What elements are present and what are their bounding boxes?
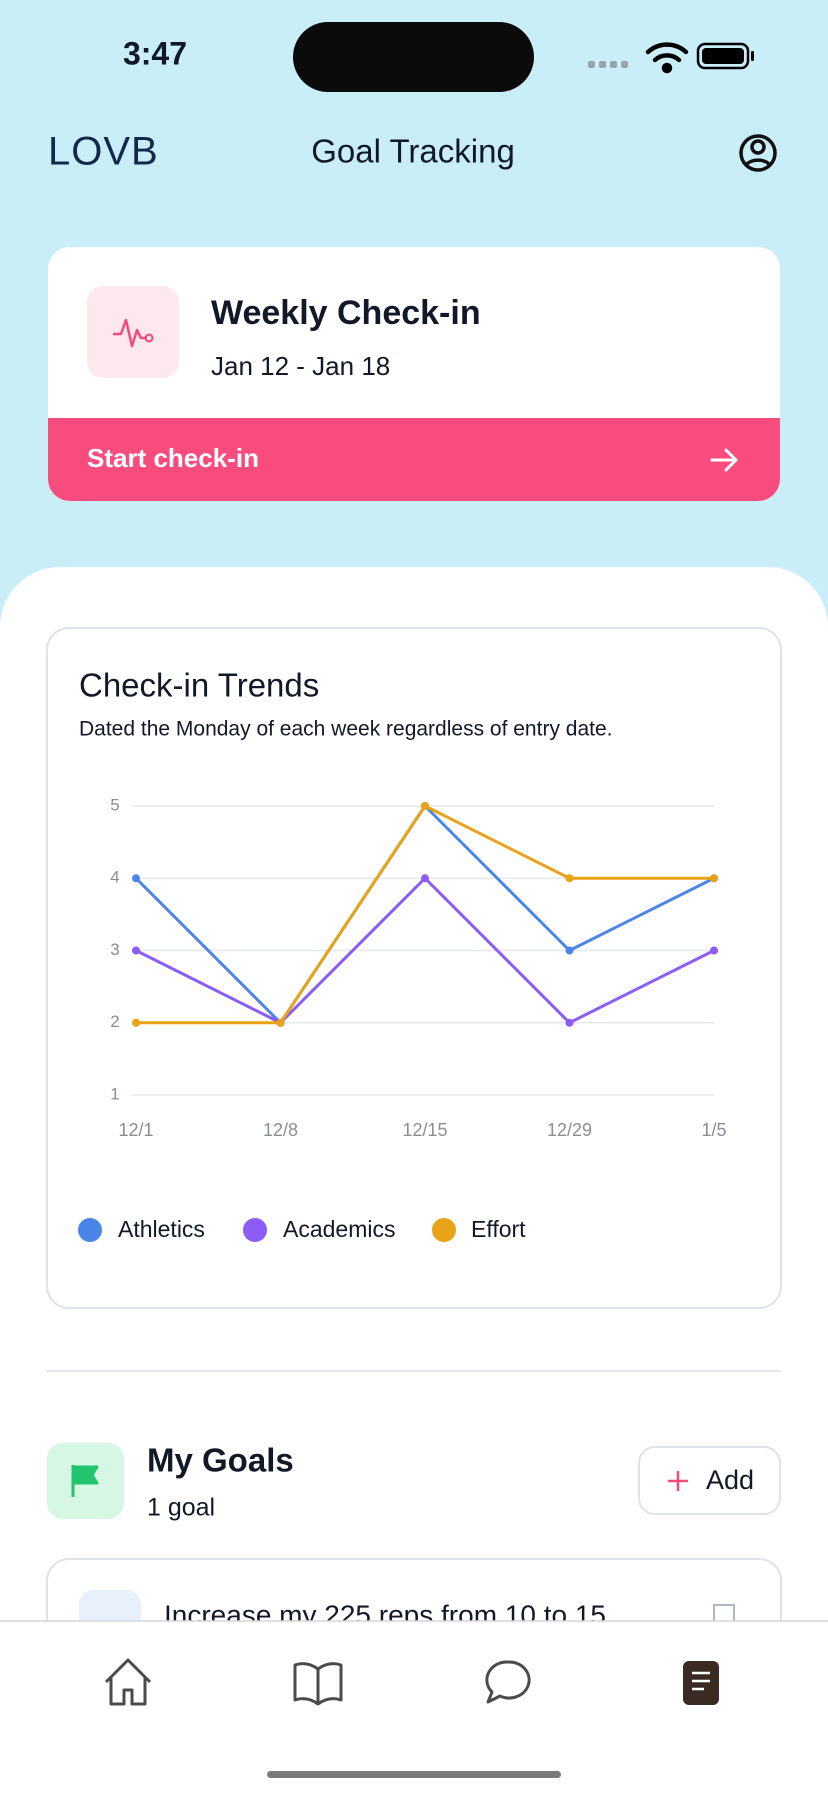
chart-title: Check-in Trends <box>79 667 319 704</box>
battery-icon <box>696 42 754 70</box>
y-tick-label: 1 <box>110 1084 119 1103</box>
legend-label: Athletics <box>118 1216 205 1242</box>
button-label: Start check-in <box>87 443 259 473</box>
nav-chat[interactable] <box>485 1660 531 1704</box>
legend-swatch <box>243 1218 267 1242</box>
card-title: Weekly Check-in <box>211 294 481 332</box>
y-tick-label: 2 <box>110 1012 119 1031</box>
start-checkin-button[interactable]: Start check-in <box>48 418 780 501</box>
x-tick-label: 12/29 <box>547 1120 592 1140</box>
nav-bar <box>0 1621 828 1795</box>
chart-card <box>46 627 782 1309</box>
logo: LOVB <box>48 130 159 174</box>
x-tick-label: 12/15 <box>402 1120 447 1140</box>
nav-learn[interactable] <box>293 1662 343 1706</box>
data-point <box>276 1018 285 1027</box>
nav-goals[interactable] <box>683 1661 719 1705</box>
data-point <box>710 874 718 883</box>
add-label: Add <box>706 1465 754 1495</box>
profile-button[interactable] <box>739 134 777 172</box>
card-dates: Jan 12 - Jan 18 <box>211 351 390 381</box>
goals-count: 1 goal <box>147 1494 215 1522</box>
nav-home[interactable] <box>104 1658 152 1706</box>
data-point <box>710 946 718 955</box>
add-goal-button[interactable]: Add <box>638 1446 781 1515</box>
status-time: 3:47 <box>123 35 187 71</box>
y-tick-label: 3 <box>110 940 119 959</box>
dynamic-island <box>293 22 534 92</box>
home-indicator <box>267 1771 561 1778</box>
data-point <box>565 874 574 883</box>
flag-icon <box>71 1465 99 1497</box>
signal-dots <box>588 61 628 68</box>
data-point <box>421 874 429 883</box>
legend-swatch <box>432 1218 456 1242</box>
wifi-icon <box>645 42 689 74</box>
data-point <box>132 874 140 883</box>
goals-title: My Goals <box>147 1442 294 1479</box>
y-tick-label: 5 <box>110 795 119 814</box>
x-tick-label: 1/5 <box>701 1120 726 1140</box>
data-point <box>132 946 140 955</box>
data-point <box>565 1018 574 1027</box>
x-tick-label: 12/1 <box>118 1120 153 1140</box>
x-tick-label: 12/8 <box>263 1120 298 1140</box>
header-title: Goal Tracking <box>311 133 515 170</box>
y-tick-label: 4 <box>110 868 119 887</box>
data-point <box>421 802 429 810</box>
legend-swatch <box>78 1218 102 1242</box>
data-point <box>565 946 574 955</box>
data-point <box>132 1018 140 1027</box>
legend-label: Effort <box>471 1216 526 1242</box>
plot: 1 2 3 4 5 12/1 12/8 12/15 12/29 1/5 Athletics Acade… <box>78 795 727 1242</box>
chart-subtitle: Dated the Monday of each week regardless… <box>79 718 612 741</box>
legend-label: Academics <box>283 1216 395 1242</box>
